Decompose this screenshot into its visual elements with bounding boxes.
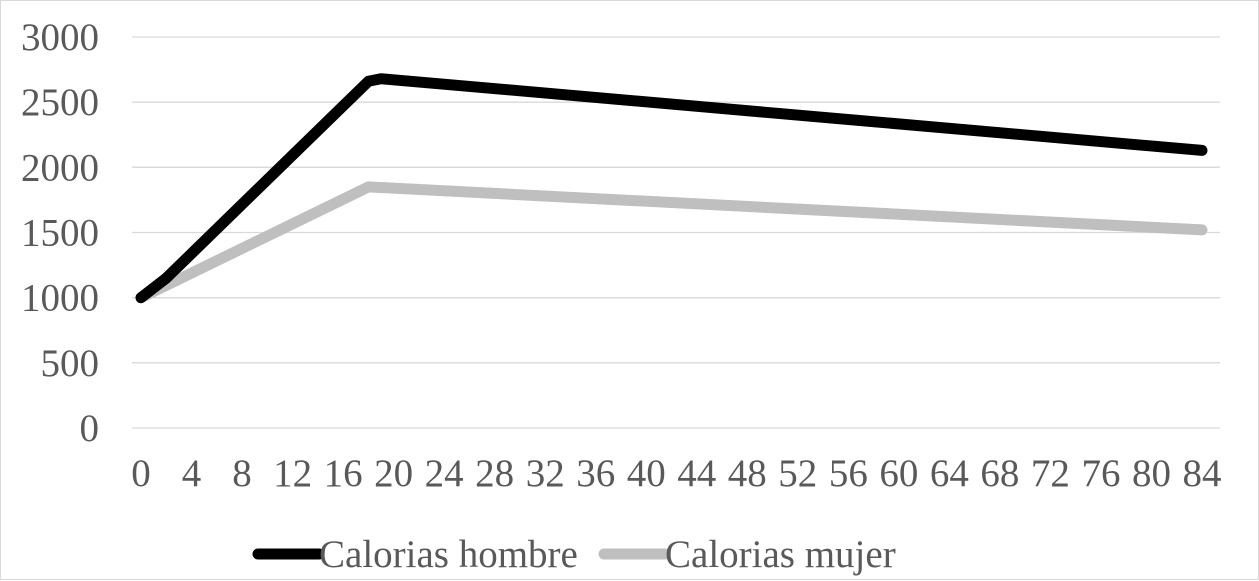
- x-tick-label: 48: [728, 452, 767, 495]
- x-tick-label: 12: [273, 452, 312, 495]
- x-tick-label: 36: [576, 452, 615, 495]
- x-tick-label: 28: [475, 452, 514, 495]
- x-tick-label: 32: [526, 452, 565, 495]
- x-tick-label: 52: [778, 452, 817, 495]
- x-tick-label: 20: [374, 452, 413, 495]
- x-tick-label: 80: [1132, 452, 1171, 495]
- x-tick-label: 68: [980, 452, 1019, 495]
- y-tick-label: 2000: [21, 146, 99, 189]
- x-axis-tick-labels: 0 4 8 12 16 20 24 28 32 36 40 44 48 52 56 60 64 68 72 76 80 8…: [131, 452, 1221, 495]
- x-tick-label: 4: [182, 452, 202, 495]
- legend-item: Calorias mujer: [598, 533, 896, 576]
- y-tick-label: 3000: [21, 16, 99, 59]
- series-lines: [135, 73, 1208, 304]
- x-tick-label: 0: [131, 452, 151, 495]
- x-tick-label: 24: [425, 452, 464, 495]
- x-tick-label: 84: [1183, 452, 1222, 495]
- y-tick-label: 2500: [21, 81, 99, 124]
- x-tick-label: 40: [627, 452, 666, 495]
- x-tick-label: 56: [829, 452, 868, 495]
- x-tick-label: 16: [324, 452, 363, 495]
- legend: Calorias hombre Calorias mujer: [252, 533, 896, 576]
- x-tick-label: 64: [930, 452, 969, 495]
- y-tick-label: 500: [41, 342, 100, 385]
- series-line-calorias-mujer: [135, 181, 1208, 304]
- x-tick-label: 76: [1081, 452, 1120, 495]
- x-tick-label: 60: [879, 452, 918, 495]
- legend-item: Calorias hombre: [252, 533, 578, 576]
- legend-label: Calorias mujer: [665, 533, 896, 576]
- legend-label: Calorias hombre: [319, 533, 578, 576]
- y-axis-tick-labels: 0 500 1000 1500 2000 2500 3000: [21, 16, 99, 450]
- y-tick-label: 1000: [21, 277, 99, 320]
- x-tick-label: 8: [232, 452, 252, 495]
- x-tick-label: 44: [677, 452, 716, 495]
- y-tick-label: 1500: [21, 212, 99, 255]
- y-tick-label: 0: [80, 407, 100, 450]
- x-tick-label: 72: [1031, 452, 1070, 495]
- series-line-calorias-hombre: [135, 73, 1208, 304]
